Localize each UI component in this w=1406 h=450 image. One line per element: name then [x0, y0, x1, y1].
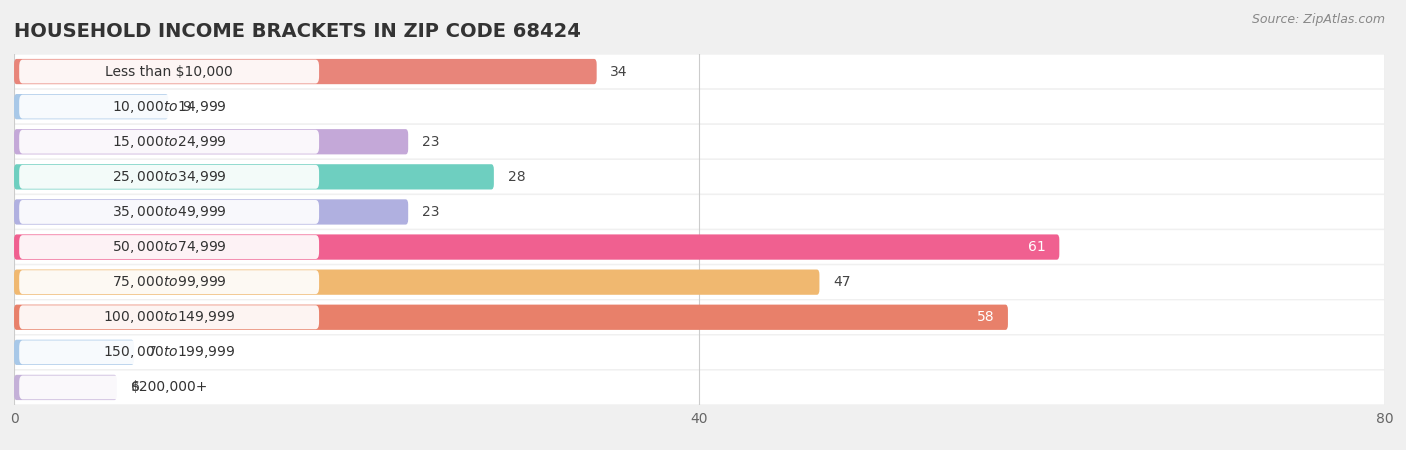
FancyBboxPatch shape	[14, 159, 1385, 194]
FancyBboxPatch shape	[14, 59, 596, 84]
FancyBboxPatch shape	[20, 130, 319, 154]
FancyBboxPatch shape	[20, 305, 319, 329]
Text: 23: 23	[422, 205, 440, 219]
FancyBboxPatch shape	[14, 129, 408, 154]
FancyBboxPatch shape	[14, 89, 1385, 124]
Text: 7: 7	[148, 345, 156, 360]
Text: 6: 6	[131, 380, 139, 395]
FancyBboxPatch shape	[20, 270, 319, 294]
FancyBboxPatch shape	[14, 370, 1385, 405]
FancyBboxPatch shape	[20, 340, 319, 364]
Text: $100,000 to $149,999: $100,000 to $149,999	[103, 309, 235, 325]
Text: HOUSEHOLD INCOME BRACKETS IN ZIP CODE 68424: HOUSEHOLD INCOME BRACKETS IN ZIP CODE 68…	[14, 22, 581, 41]
FancyBboxPatch shape	[14, 375, 117, 400]
FancyBboxPatch shape	[20, 200, 319, 224]
FancyBboxPatch shape	[14, 234, 1059, 260]
Text: $35,000 to $49,999: $35,000 to $49,999	[111, 204, 226, 220]
Text: $25,000 to $34,999: $25,000 to $34,999	[111, 169, 226, 185]
Text: $15,000 to $24,999: $15,000 to $24,999	[111, 134, 226, 150]
Text: 23: 23	[422, 135, 440, 149]
FancyBboxPatch shape	[20, 94, 319, 119]
FancyBboxPatch shape	[14, 124, 1385, 159]
Text: $150,000 to $199,999: $150,000 to $199,999	[103, 344, 235, 360]
FancyBboxPatch shape	[14, 94, 169, 119]
Text: $75,000 to $99,999: $75,000 to $99,999	[111, 274, 226, 290]
Text: Less than $10,000: Less than $10,000	[105, 64, 233, 79]
FancyBboxPatch shape	[14, 54, 1385, 89]
FancyBboxPatch shape	[14, 194, 1385, 230]
FancyBboxPatch shape	[14, 164, 494, 189]
Text: $200,000+: $200,000+	[131, 380, 208, 395]
FancyBboxPatch shape	[14, 305, 1008, 330]
Text: 58: 58	[977, 310, 994, 324]
FancyBboxPatch shape	[14, 270, 820, 295]
FancyBboxPatch shape	[20, 59, 319, 84]
FancyBboxPatch shape	[14, 199, 408, 225]
FancyBboxPatch shape	[14, 300, 1385, 335]
Text: Source: ZipAtlas.com: Source: ZipAtlas.com	[1251, 14, 1385, 27]
FancyBboxPatch shape	[20, 235, 319, 259]
FancyBboxPatch shape	[14, 230, 1385, 265]
FancyBboxPatch shape	[20, 165, 319, 189]
Text: $10,000 to $14,999: $10,000 to $14,999	[111, 99, 226, 115]
Text: 28: 28	[508, 170, 526, 184]
FancyBboxPatch shape	[14, 335, 1385, 370]
Text: 47: 47	[834, 275, 851, 289]
Text: 34: 34	[610, 64, 628, 79]
FancyBboxPatch shape	[14, 265, 1385, 300]
Text: $50,000 to $74,999: $50,000 to $74,999	[111, 239, 226, 255]
FancyBboxPatch shape	[14, 340, 134, 365]
Text: 9: 9	[181, 99, 191, 114]
Text: 61: 61	[1028, 240, 1046, 254]
FancyBboxPatch shape	[20, 375, 319, 400]
